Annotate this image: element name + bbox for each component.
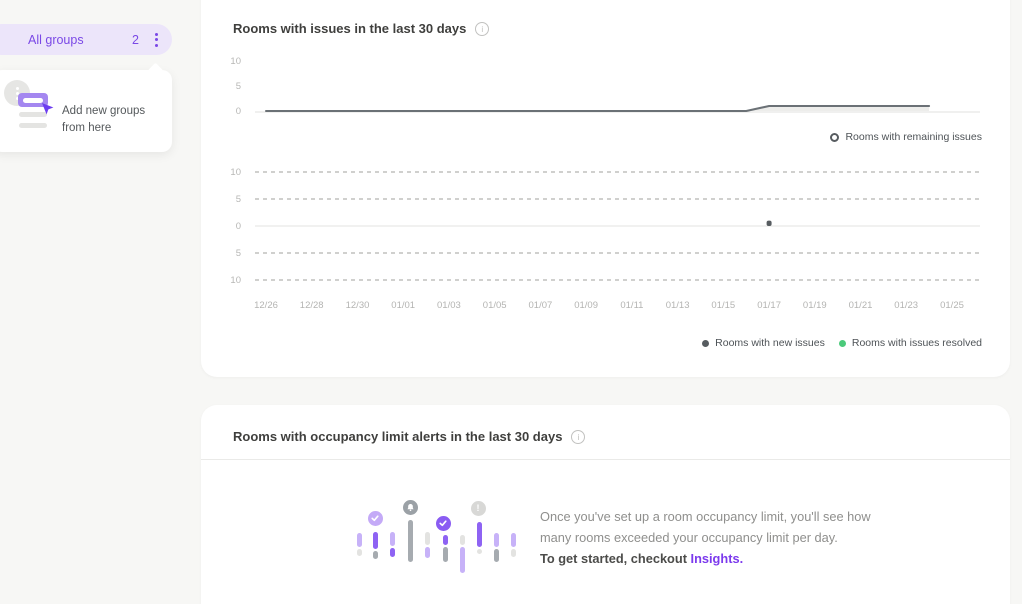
divider xyxy=(201,459,1010,460)
illustration-bar xyxy=(476,549,482,554)
illustration-bar xyxy=(510,533,516,547)
issues-bar-legend: Rooms with new issues Rooms with issues … xyxy=(702,337,982,349)
svg-text:01/19: 01/19 xyxy=(803,300,827,311)
illustration-bar xyxy=(372,551,378,559)
occupancy-description: Once you've set up a room occupancy limi… xyxy=(540,509,871,545)
svg-text:01/23: 01/23 xyxy=(894,300,918,311)
tooltip-line1: Add new groups xyxy=(62,105,146,117)
info-icon[interactable] xyxy=(571,429,586,444)
insights-link[interactable]: Insights. xyxy=(690,551,744,566)
illustration-bar xyxy=(442,535,448,545)
tooltip-caret xyxy=(147,62,164,79)
illustration-bar xyxy=(372,532,378,549)
all-groups-label: All groups xyxy=(28,32,84,47)
svg-text:12/30: 12/30 xyxy=(346,300,370,311)
illustration-bar xyxy=(459,547,465,573)
illustration-bar xyxy=(356,533,362,547)
legend-dot-resolved-icon xyxy=(838,339,846,347)
illustration-bar xyxy=(459,535,465,545)
add-groups-tooltip: Add new groups from here xyxy=(0,62,172,152)
svg-text:10: 10 xyxy=(230,56,241,67)
svg-text:01/15: 01/15 xyxy=(711,300,735,311)
group-row xyxy=(19,112,47,117)
info-icon[interactable] xyxy=(475,21,490,36)
all-groups-pill[interactable]: All groups 2 xyxy=(0,24,172,55)
occupancy-cta: To get started, checkout Insights. xyxy=(540,551,744,566)
svg-text:01/05: 01/05 xyxy=(483,300,507,311)
illustration-bar xyxy=(493,533,499,547)
illustration-bar xyxy=(442,547,448,562)
legend-ring-marker xyxy=(830,132,840,142)
legend-dot-new-icon xyxy=(702,339,710,347)
illustration-bar xyxy=(493,549,499,562)
occupancy-card: Rooms with occupancy limit alerts in the… xyxy=(201,405,1010,604)
alert-badge-icon: ! xyxy=(470,500,486,516)
legend-remaining-label: Rooms with remaining issues xyxy=(845,131,982,143)
illustration-bar xyxy=(407,520,413,562)
svg-text:12/28: 12/28 xyxy=(300,300,324,311)
legend-new-label: Rooms with new issues xyxy=(715,337,825,349)
check-badge-icon xyxy=(435,515,451,531)
illustration-bar xyxy=(424,547,430,558)
cursor-icon xyxy=(42,103,54,115)
svg-text:5: 5 xyxy=(236,248,241,259)
highlighted-group-row xyxy=(18,93,48,107)
svg-text:10: 10 xyxy=(230,275,241,286)
bell-badge-icon xyxy=(402,499,418,515)
svg-text:01/25: 01/25 xyxy=(940,300,964,311)
illustration-bar xyxy=(389,548,395,557)
issues-card: Rooms with issues in the last 30 days 10… xyxy=(201,0,1010,377)
remaining-issues-line xyxy=(265,105,931,112)
svg-text:01/01: 01/01 xyxy=(391,300,415,311)
svg-text:01/21: 01/21 xyxy=(849,300,873,311)
remaining-issues-line-chart: 10 5 0 xyxy=(230,56,980,117)
svg-text:01/13: 01/13 xyxy=(666,300,690,311)
tooltip-line2: from here xyxy=(62,121,112,134)
svg-text:0: 0 xyxy=(236,106,241,117)
legend-resolved-item: Rooms with issues resolved xyxy=(838,337,982,349)
new-resolved-issues-bar-chart: 10 5 0 5 10 12/26 12/28 12/30 01/01 01/03 01/05 01/… xyxy=(230,167,980,311)
tooltip-text: Add new groups from here xyxy=(62,103,145,136)
illustration-bar xyxy=(356,549,362,556)
svg-text:01/17: 01/17 xyxy=(757,300,781,311)
svg-text:10: 10 xyxy=(230,167,241,178)
illustration-bar xyxy=(424,532,430,545)
illustration-bar xyxy=(510,549,516,557)
kebab-menu-icon[interactable] xyxy=(153,31,160,49)
svg-text:12/26: 12/26 xyxy=(254,300,278,311)
remaining-issues-legend: Rooms with remaining issues xyxy=(830,131,982,143)
check-badge-icon xyxy=(367,510,383,526)
legend-new-item: Rooms with new issues xyxy=(702,337,825,349)
chart-bar xyxy=(766,220,772,226)
illustration-bar xyxy=(476,522,482,547)
occupancy-illustration: ! xyxy=(350,495,530,585)
svg-text:5: 5 xyxy=(236,194,241,205)
svg-text:0: 0 xyxy=(236,221,241,232)
all-groups-count: 2 xyxy=(132,32,139,47)
occupancy-empty-state-text: Once you've set up a room occupancy limi… xyxy=(540,506,871,569)
svg-text:01/11: 01/11 xyxy=(620,300,643,311)
svg-text:01/03: 01/03 xyxy=(437,300,461,311)
svg-text:01/09: 01/09 xyxy=(574,300,598,311)
illustration-bar xyxy=(389,532,395,546)
legend-resolved-label: Rooms with issues resolved xyxy=(851,337,982,349)
occupancy-card-title: Rooms with occupancy limit alerts in the… xyxy=(233,429,563,444)
group-row xyxy=(19,123,47,128)
issues-card-title: Rooms with issues in the last 30 days xyxy=(233,21,467,36)
svg-text:01/07: 01/07 xyxy=(529,300,553,311)
svg-text:5: 5 xyxy=(236,81,241,92)
